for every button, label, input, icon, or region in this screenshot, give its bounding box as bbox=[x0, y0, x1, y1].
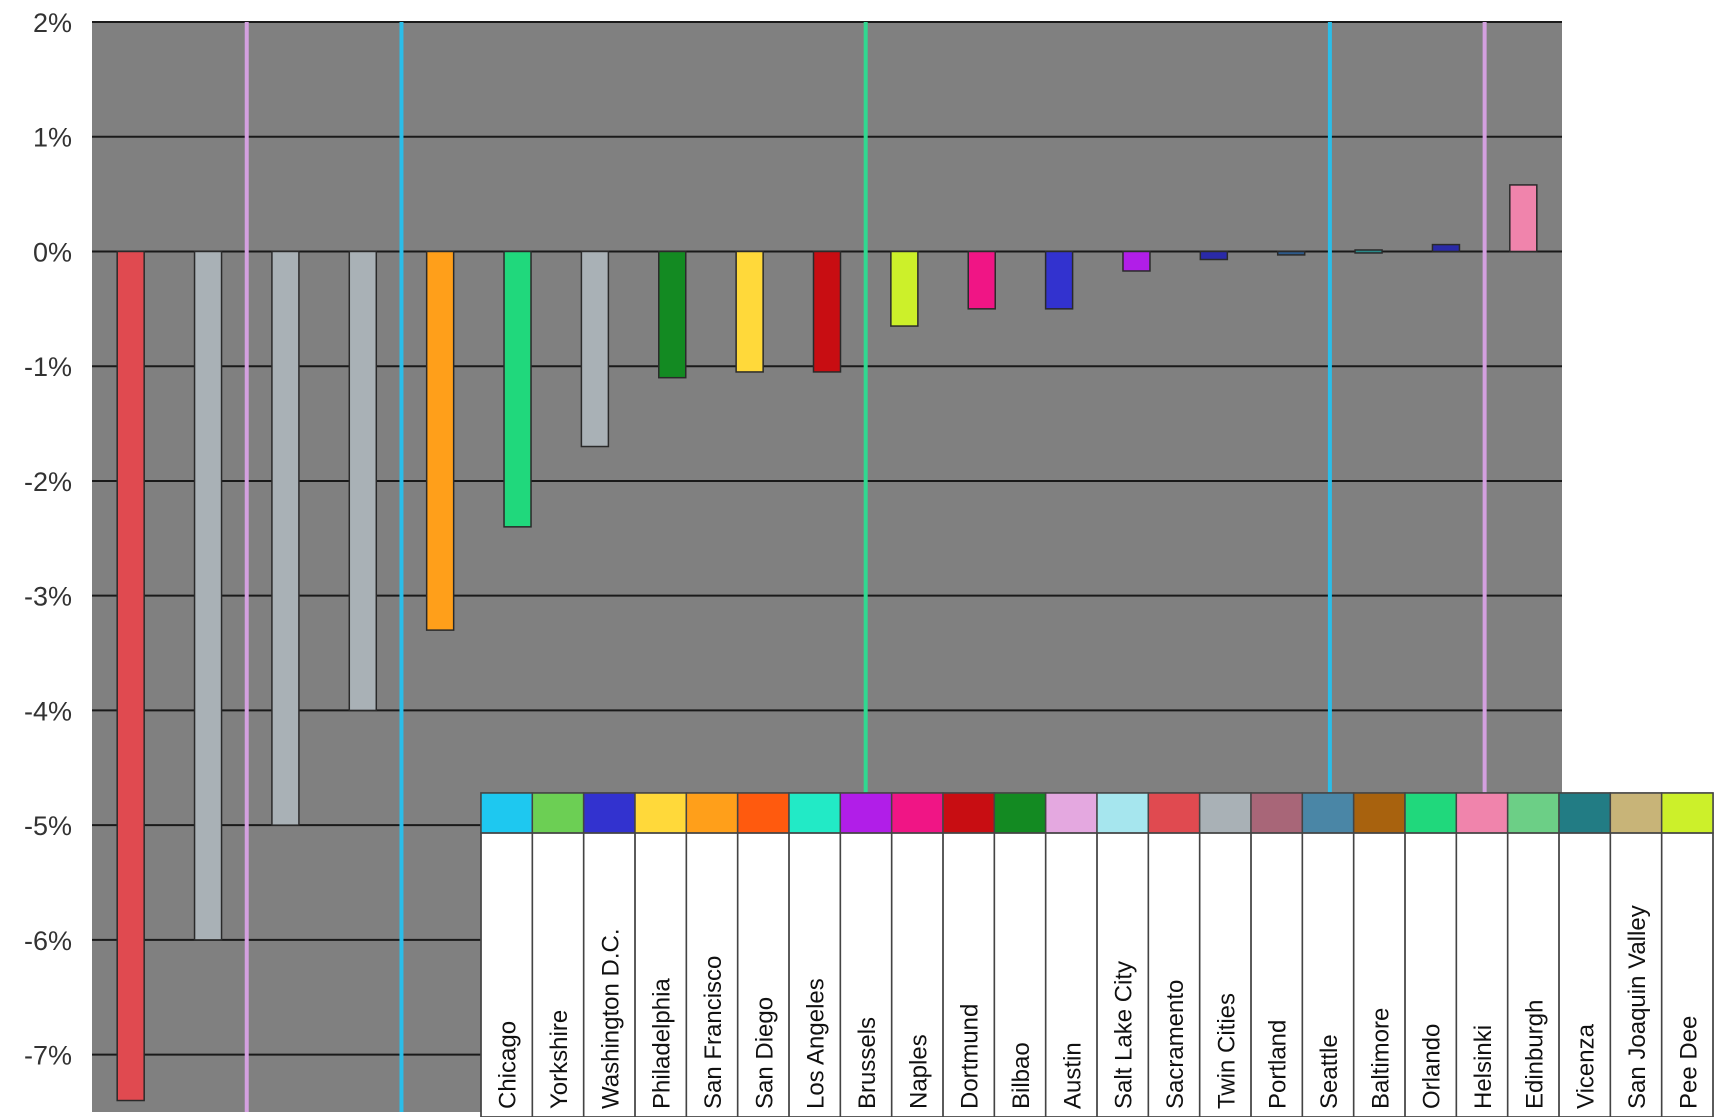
legend-label: San Joaquin Valley bbox=[1624, 905, 1651, 1109]
bar bbox=[503, 250, 532, 528]
legend-swatch bbox=[1250, 792, 1304, 834]
y-tick-label: 0% bbox=[33, 237, 72, 267]
bar bbox=[1276, 250, 1306, 256]
bar bbox=[658, 250, 687, 379]
legend-label: Philadelphia bbox=[649, 978, 676, 1109]
y-tick-label: -1% bbox=[24, 352, 72, 382]
bar bbox=[890, 250, 919, 327]
legend-label: Portland bbox=[1265, 1020, 1292, 1109]
legend-swatch bbox=[1147, 792, 1201, 834]
legend-label: Seattle bbox=[1316, 1034, 1343, 1109]
legend: Chicago Yorkshire Washington D.C. Philadelp… bbox=[480, 792, 1714, 1117]
y-tick-label: -7% bbox=[24, 1041, 72, 1071]
legend-swatch bbox=[1198, 792, 1252, 834]
vertical-lines bbox=[244, 22, 1487, 1112]
bar bbox=[1509, 184, 1538, 253]
legend-label: Sacramento bbox=[1162, 980, 1189, 1109]
bar bbox=[1431, 243, 1461, 253]
legend-swatch bbox=[736, 792, 790, 834]
legend-swatch bbox=[942, 792, 996, 834]
bar bbox=[967, 250, 996, 310]
legend-swatch bbox=[890, 792, 944, 834]
legend-label: Orlando bbox=[1419, 1024, 1446, 1109]
y-tick-label: 1% bbox=[33, 123, 72, 153]
bar bbox=[735, 250, 764, 373]
bar bbox=[1199, 250, 1229, 261]
legend-swatch bbox=[1506, 792, 1560, 834]
legend-label: Bilbao bbox=[1008, 1042, 1035, 1109]
legend-swatch bbox=[1455, 792, 1509, 834]
legend-label: Salt Lake City bbox=[1111, 961, 1138, 1109]
legend-swatch bbox=[480, 792, 534, 834]
bar bbox=[812, 250, 842, 373]
legend-label: Chicago bbox=[495, 1021, 522, 1109]
legend-label: Helsinki bbox=[1470, 1025, 1497, 1109]
bar bbox=[116, 250, 145, 1102]
y-tick-label: -4% bbox=[24, 696, 72, 726]
legend-swatch bbox=[993, 792, 1047, 834]
legend-swatch bbox=[1096, 792, 1150, 834]
legend-label: Los Angeles bbox=[803, 978, 830, 1109]
legend-swatch bbox=[1301, 792, 1355, 834]
y-tick-label: -2% bbox=[24, 467, 72, 497]
y-tick-label: -5% bbox=[24, 811, 72, 841]
legend-label: Vicenza bbox=[1573, 1023, 1600, 1109]
bar bbox=[1044, 250, 1074, 310]
legend-label: Austin bbox=[1059, 1042, 1086, 1109]
legend-swatch bbox=[1044, 792, 1098, 834]
legend-swatch bbox=[685, 792, 739, 834]
bar bbox=[425, 250, 455, 631]
bar bbox=[580, 250, 610, 448]
bar bbox=[271, 250, 300, 826]
legend-label: Pee Dee bbox=[1675, 1016, 1702, 1109]
legend-swatch bbox=[531, 792, 585, 834]
legend-label: San Francisco bbox=[700, 956, 727, 1109]
legend-label: Yorkshire bbox=[546, 1010, 573, 1109]
legend-swatch bbox=[1352, 792, 1406, 834]
bar bbox=[193, 250, 223, 941]
legend-swatch bbox=[634, 792, 688, 834]
legend-swatch bbox=[1660, 792, 1714, 834]
legend-swatch bbox=[1558, 792, 1612, 834]
legend-label: Naples bbox=[905, 1034, 932, 1109]
legend-swatch bbox=[582, 792, 636, 834]
legend-label: Washington D.C. bbox=[597, 928, 624, 1109]
legend-label: San Diego bbox=[751, 997, 778, 1109]
legend-label: Edinburgh bbox=[1521, 1000, 1548, 1109]
bar bbox=[1354, 249, 1383, 254]
legend-label: Twin Cities bbox=[1213, 993, 1240, 1109]
y-tick-label: -3% bbox=[24, 582, 72, 612]
bar bbox=[348, 250, 378, 712]
bar bbox=[1122, 250, 1151, 272]
legend-label: Brussels bbox=[854, 1017, 881, 1109]
legend-swatch bbox=[788, 792, 842, 834]
legend-cell bbox=[1660, 832, 1714, 1117]
y-tick-label: 2% bbox=[33, 8, 72, 38]
y-tick-label: -6% bbox=[24, 926, 72, 956]
y-axis-ticks: 2% 1% 0% -1% -2% -3% -4% -5% -6% -7% bbox=[24, 8, 72, 1071]
bars bbox=[116, 184, 1538, 1102]
legend-swatch bbox=[839, 792, 893, 834]
legend-label: Baltimore bbox=[1367, 1008, 1394, 1109]
legend-swatch bbox=[1404, 792, 1458, 834]
legend-swatch bbox=[1609, 792, 1663, 834]
legend-label: Dortmund bbox=[957, 1004, 984, 1109]
